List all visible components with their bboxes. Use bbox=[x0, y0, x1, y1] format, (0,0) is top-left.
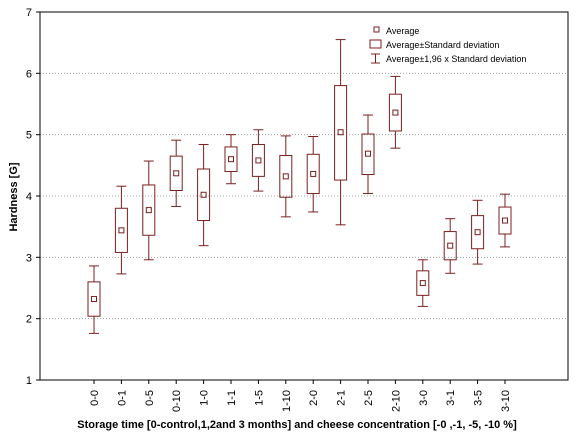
sd-box bbox=[224, 146, 238, 172]
sd-box bbox=[251, 143, 265, 177]
mean-marker bbox=[419, 280, 426, 287]
legend-average-marker bbox=[373, 26, 380, 33]
mean-marker bbox=[365, 150, 371, 157]
legend-average-label: Average bbox=[386, 26, 419, 36]
box-3-10 bbox=[498, 193, 512, 248]
box-2-1 bbox=[334, 39, 348, 226]
x-tick-label: 1-5 bbox=[253, 390, 265, 406]
x-tick-label: 3-1 bbox=[445, 390, 457, 406]
x-tick-label: 3-0 bbox=[418, 390, 430, 406]
box-0-5 bbox=[142, 160, 156, 261]
sd-box bbox=[388, 93, 402, 132]
mean-marker bbox=[502, 217, 508, 224]
x-tick-label: 2-0 bbox=[308, 390, 320, 406]
box-0-0 bbox=[87, 265, 101, 334]
box-3-5 bbox=[471, 199, 485, 265]
mean-marker bbox=[200, 191, 207, 198]
x-tick-label: 2-1 bbox=[336, 390, 348, 406]
box-2-10 bbox=[388, 75, 402, 149]
x-tick-label: 2-10 bbox=[390, 390, 402, 412]
mean-marker bbox=[91, 296, 97, 303]
box-3-1 bbox=[443, 218, 457, 274]
x-tick-label: 3-10 bbox=[500, 390, 512, 412]
box-1-5 bbox=[251, 129, 265, 192]
x-tick-label: 2-5 bbox=[363, 390, 375, 406]
gridlines bbox=[40, 72, 568, 320]
sd-box bbox=[87, 281, 101, 317]
sd-box bbox=[361, 133, 375, 176]
box-2-5 bbox=[361, 114, 375, 195]
sd-box bbox=[443, 231, 457, 261]
sd-box bbox=[169, 155, 183, 191]
y-tick-label: 1 bbox=[26, 375, 32, 387]
y-tick-label: 6 bbox=[26, 68, 32, 80]
legend-sd-label: Average±Standard deviation bbox=[386, 40, 499, 50]
box-1-0 bbox=[197, 143, 211, 247]
mean-marker bbox=[282, 173, 289, 180]
x-tick-label: 1-10 bbox=[281, 390, 293, 412]
x-tick-label: 0-10 bbox=[171, 390, 183, 412]
y-axis-label: Hardness [G] bbox=[8, 162, 20, 231]
y-tick-label: 3 bbox=[26, 252, 32, 264]
mean-marker bbox=[310, 170, 317, 177]
mean-marker bbox=[173, 170, 180, 177]
x-tick-label: 3-5 bbox=[473, 390, 485, 406]
mean-marker bbox=[447, 242, 454, 249]
y-axis-ticks: 1 2 3 4 5 6 7 bbox=[26, 7, 40, 387]
y-tick-label: 5 bbox=[26, 130, 32, 142]
legend-ci-label: Average±1,96 x Standard deviation bbox=[386, 54, 526, 64]
box-1-10 bbox=[279, 135, 293, 218]
sd-box bbox=[197, 168, 211, 222]
legend-sd-marker bbox=[369, 39, 382, 49]
sd-box bbox=[279, 155, 293, 198]
sd-box bbox=[416, 270, 430, 296]
x-tick-label: 0-0 bbox=[89, 390, 101, 406]
sd-box bbox=[334, 85, 348, 181]
box-series bbox=[87, 39, 512, 334]
mean-marker bbox=[392, 109, 399, 116]
mean-marker bbox=[474, 229, 481, 236]
sd-box bbox=[471, 215, 485, 250]
mean-marker bbox=[118, 227, 125, 234]
mean-marker bbox=[228, 156, 234, 163]
box-3-0 bbox=[416, 259, 430, 307]
sd-box bbox=[306, 153, 320, 195]
mean-marker bbox=[255, 157, 262, 164]
x-tick-label: 0-1 bbox=[116, 390, 128, 406]
box-2-0 bbox=[306, 136, 320, 213]
y-tick-label: 2 bbox=[26, 314, 32, 326]
y-tick-label: 7 bbox=[26, 7, 32, 19]
mean-marker bbox=[145, 207, 152, 214]
mean-marker bbox=[337, 129, 344, 136]
x-tick-label: 1-1 bbox=[226, 390, 238, 406]
x-axis-ticks: 0-0 0-1 0-5 0-10 1-0 1-1 1-5 1-10 2-0 2-1 2-5 2-10 3… bbox=[89, 380, 512, 412]
sd-box bbox=[114, 207, 128, 253]
box-0-10 bbox=[169, 139, 183, 207]
box-0-1 bbox=[114, 185, 128, 275]
x-axis-label: Storage time [0-control,1,2and 3 months]… bbox=[77, 419, 517, 431]
sd-box bbox=[498, 206, 512, 235]
box-1-1 bbox=[224, 134, 238, 185]
sd-box bbox=[142, 184, 156, 236]
y-tick-label: 4 bbox=[26, 191, 32, 203]
legend: Average Average±Standard deviation Avera… bbox=[369, 26, 526, 64]
x-tick-label: 0-5 bbox=[144, 390, 156, 406]
x-tick-label: 1-0 bbox=[199, 390, 211, 406]
